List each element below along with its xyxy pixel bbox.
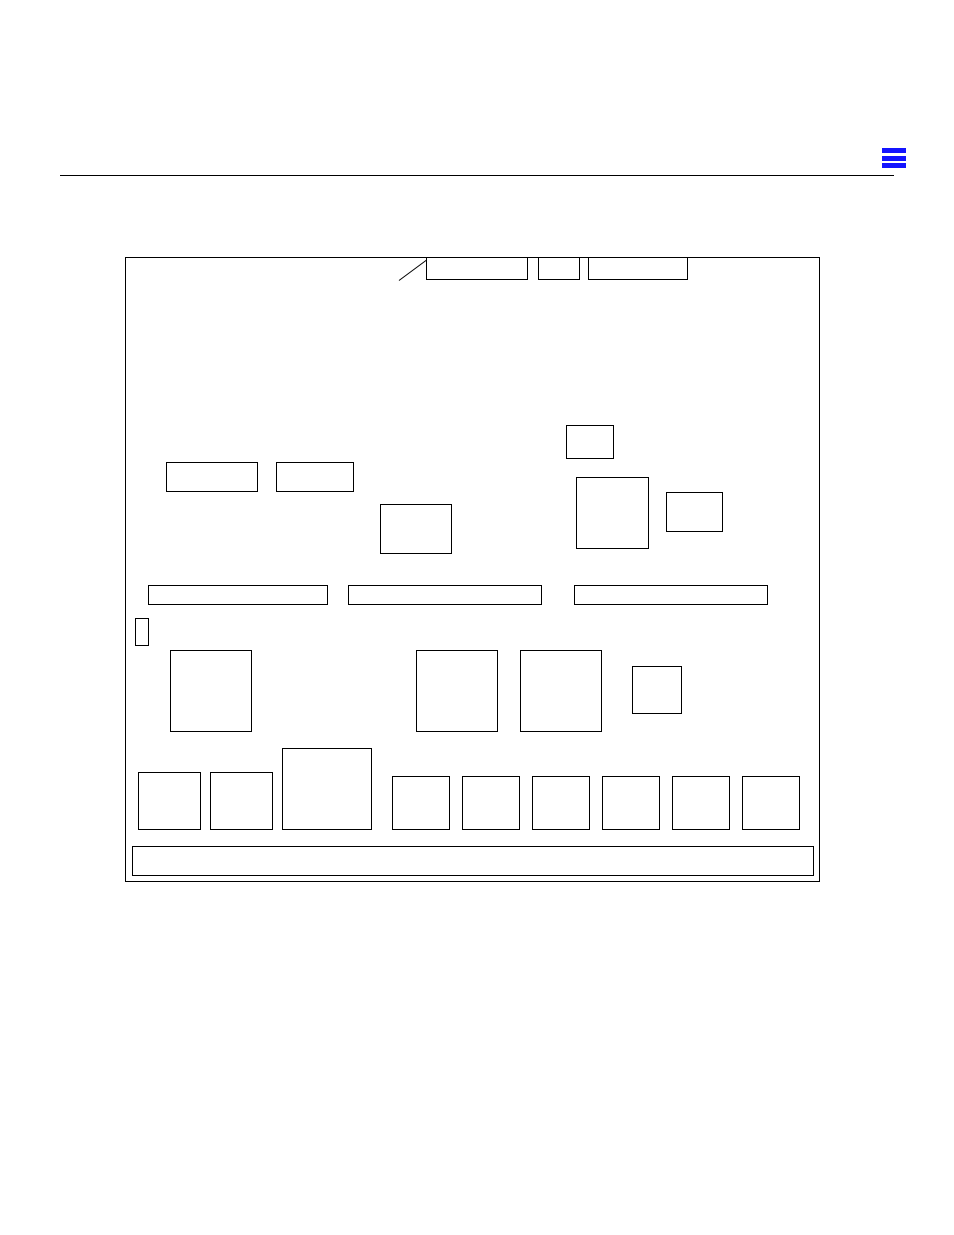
- component-square-c: [380, 504, 452, 554]
- component-square-d: [576, 477, 649, 549]
- component-row-tall-3: [282, 748, 372, 830]
- component-long-bar-1: [148, 585, 328, 605]
- component-big-sq-2: [416, 650, 498, 732]
- page: [0, 0, 954, 1235]
- component-bar-b: [276, 462, 354, 492]
- component-top-slot-2: [538, 257, 580, 280]
- component-square-f: [666, 492, 723, 532]
- component-top-slot-1: [426, 257, 528, 280]
- component-small-e: [566, 425, 614, 459]
- component-row-sq-5: [462, 776, 520, 830]
- component-row-sq-1: [138, 772, 201, 830]
- component-row-sq-6: [532, 776, 590, 830]
- component-bar-a: [166, 462, 258, 492]
- component-long-bar-3: [574, 585, 768, 605]
- menu-icon[interactable]: [882, 148, 906, 168]
- component-tiny-g: [135, 618, 149, 646]
- component-bottom-bar: [132, 846, 814, 876]
- component-row-sq-8: [672, 776, 730, 830]
- component-mid-sq-4: [632, 666, 682, 714]
- component-row-sq-2: [210, 772, 273, 830]
- component-row-sq-7: [602, 776, 660, 830]
- component-row-sq-9: [742, 776, 800, 830]
- component-big-sq-1: [170, 650, 252, 732]
- component-long-bar-2: [348, 585, 542, 605]
- component-top-slot-3: [588, 257, 688, 280]
- header-rule: [60, 175, 894, 176]
- component-row-sq-4: [392, 776, 450, 830]
- component-big-sq-3: [520, 650, 602, 732]
